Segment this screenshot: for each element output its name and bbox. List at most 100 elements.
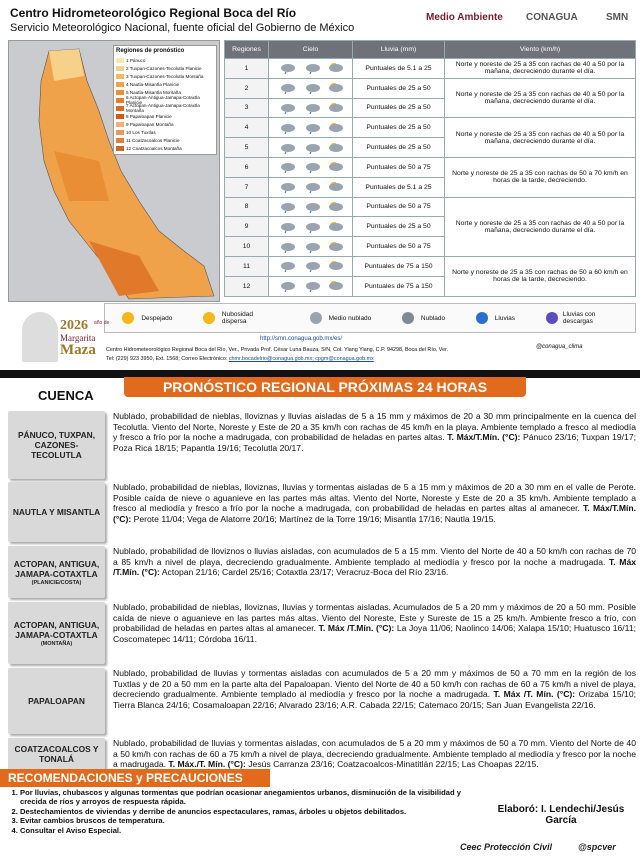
rain bbox=[309, 171, 311, 174]
map-legend-label: 5 Nautla-Misantla Montaña bbox=[126, 89, 181, 95]
sky-icon bbox=[280, 142, 343, 154]
region-number: 5 bbox=[224, 137, 269, 158]
column-title: CUENCA bbox=[38, 388, 94, 403]
wind-cell: Norte y noreste de 25 a 35 con rachas de… bbox=[444, 117, 636, 158]
cloud bbox=[280, 262, 295, 271]
author: Elaboró: I. Lendechi/Jesús García bbox=[497, 804, 625, 826]
map-legend-label: 2 Tuxpan-Cazones-Tecolutla Planicie bbox=[126, 65, 202, 71]
cloud bbox=[280, 64, 295, 73]
rain-cell: Puntuales de 50 a 75 bbox=[352, 236, 445, 257]
rain bbox=[284, 289, 286, 293]
map-legend-item: 2 Tuxpan-Cazones-Tecolutla Planicie bbox=[116, 64, 214, 72]
sky-legend-label: Nublado bbox=[420, 314, 446, 322]
recommendation: Evitar cambios bruscos de temperatura. bbox=[20, 816, 480, 825]
region-number: 11 bbox=[224, 255, 269, 277]
map-legend-item: 8 Papaloapan Planicie bbox=[116, 112, 214, 120]
table-row: 10 Puntuales de 50 a 75 bbox=[224, 236, 636, 257]
sky-legend-label: Lluvias con descargas bbox=[562, 311, 596, 325]
sky-icon bbox=[280, 122, 343, 135]
rain-cell: Puntuales de 25 a 50 bbox=[352, 137, 445, 158]
cloud bbox=[328, 103, 343, 112]
rain bbox=[284, 111, 286, 115]
sky-legend-icon bbox=[122, 312, 135, 324]
swatch bbox=[116, 57, 124, 63]
temperatures: Orizaba 15/10; Tierra Blanca 24/16; Cosa… bbox=[113, 689, 636, 710]
sky-legend: Despejado Nubosidad dispersa Medio nublado… bbox=[104, 303, 636, 333]
sky-icon bbox=[280, 241, 343, 253]
sky-cell bbox=[268, 216, 353, 238]
swatch bbox=[116, 73, 124, 79]
cloud bbox=[280, 103, 295, 112]
rain bbox=[284, 151, 286, 154]
logo: Medio Ambiente bbox=[426, 12, 503, 23]
icon-shape bbox=[545, 312, 558, 324]
map-legend-label: 11 Coatzacoalcos Planicie bbox=[126, 137, 180, 143]
cloud bbox=[280, 183, 295, 192]
rain bbox=[284, 72, 286, 75]
sky-icon bbox=[280, 182, 343, 194]
rain-cell: Puntuales de 5.1 a 25 bbox=[352, 176, 445, 198]
map-legend-title: Regiones de pronóstico bbox=[116, 48, 185, 54]
column-header: Lluvia (mm) bbox=[352, 40, 445, 59]
sky-cell bbox=[268, 77, 353, 99]
map-legend-list: 1 Pánuco 2 Tuxpan-Cazones-Tecolutla Plani… bbox=[116, 56, 214, 152]
column-header: Regiones bbox=[224, 40, 269, 59]
table-row: 4 Puntuales de 25 a 50 Norte y noreste de … bbox=[224, 117, 636, 158]
wind-cell: Norte y noreste de 25 a 35 con rachas de… bbox=[444, 196, 636, 257]
wind-cell: Norte y noreste de 25 a 35 con rachas de… bbox=[444, 58, 636, 79]
forecast-text: Nublado, probabilidad de lluvias y torme… bbox=[113, 738, 636, 770]
sky-cell bbox=[268, 117, 353, 139]
map-legend-item: 10 Los Tuxtlas bbox=[116, 128, 214, 136]
cloud bbox=[280, 123, 295, 132]
temperature-label: T. Máx /T.Mín. (°C): bbox=[113, 556, 637, 578]
cloud bbox=[328, 262, 343, 271]
cloud bbox=[328, 123, 343, 132]
sky-icon bbox=[280, 102, 343, 115]
recommendation: Por lluvias, chubascos y algunas torment… bbox=[20, 788, 480, 807]
organization: Ceec Protección Civil bbox=[460, 842, 553, 852]
rain-cell: Puntuales de 5.1 a 25 bbox=[352, 58, 445, 79]
forecast-body: Nublado, probabilidad de lluvias y torme… bbox=[113, 668, 636, 700]
region-number: 8 bbox=[224, 196, 269, 218]
url[interactable]: http://smn.conagua.gob.mx/es/ bbox=[260, 336, 343, 342]
map-legend: Regiones de pronóstico 1 Pánuco 2 Tuxpan-… bbox=[113, 45, 217, 155]
swatch bbox=[116, 145, 124, 151]
recommendation: Destechamientos de viviendas y derribe d… bbox=[20, 807, 480, 816]
region-number: 1 bbox=[224, 58, 269, 79]
cloud bbox=[328, 183, 343, 192]
emails[interactable]: chmr.bocadelrio@conagua.gob.mx; cpgm@con… bbox=[228, 356, 374, 362]
region-map: Regiones de pronóstico 1 Pánuco 2 Tuxpan-… bbox=[8, 40, 220, 302]
cloud bbox=[305, 143, 320, 152]
cloud bbox=[305, 183, 320, 192]
rain bbox=[309, 230, 311, 233]
wind-cell: Norte y noreste de 25 a 35 con rachas de… bbox=[444, 156, 636, 198]
forecast-title: PRONÓSTICO REGIONAL PRÓXIMAS 24 HORAS bbox=[124, 377, 526, 397]
sky-legend-item: Lluvias con descargas bbox=[542, 311, 622, 325]
forecast-table: Regiones Cielo Lluvia (mm) Viento (km/h) 1 P… bbox=[224, 40, 636, 297]
cloud bbox=[328, 64, 343, 73]
temperature-label: T. Máx /T. Mín. (°C): bbox=[493, 689, 576, 700]
sky-icon bbox=[280, 281, 343, 293]
table-row: 2 Puntuales de 25 a 50 Norte y noreste de … bbox=[224, 77, 636, 119]
zone bbox=[54, 151, 109, 201]
forecast-body: Nublado, probabilidad de lloviznos o llu… bbox=[113, 546, 636, 567]
cloud bbox=[305, 242, 320, 251]
forecast-block: NAUTLA Y MISANTLA Nublado, probabilidad d… bbox=[8, 482, 636, 542]
basin-label: COATZACOALCOS Y TONALÁ bbox=[8, 738, 105, 770]
map-legend-label: 12 Coatzacoalcos Montaña bbox=[126, 145, 182, 151]
map-drawing bbox=[38, 48, 215, 300]
map-legend-label: 10 Los Tuxtlas bbox=[126, 129, 156, 135]
table-row: 6 Puntuales de 50 a 75 Norte y noreste de … bbox=[224, 156, 636, 198]
region-number: 9 bbox=[224, 216, 269, 238]
recommendation: Consultar el Aviso Especial. bbox=[20, 826, 480, 835]
swatch bbox=[116, 105, 124, 111]
address: Centro Hidrometeorológico Regional Boca … bbox=[106, 347, 449, 353]
sky-legend-icon bbox=[475, 312, 488, 324]
sky-icon bbox=[280, 83, 343, 95]
swatch bbox=[116, 65, 124, 71]
cloud bbox=[280, 282, 295, 291]
sky-legend-label: Lluvias bbox=[494, 314, 515, 322]
sky-cell bbox=[268, 236, 353, 257]
icon-shape bbox=[475, 312, 488, 324]
